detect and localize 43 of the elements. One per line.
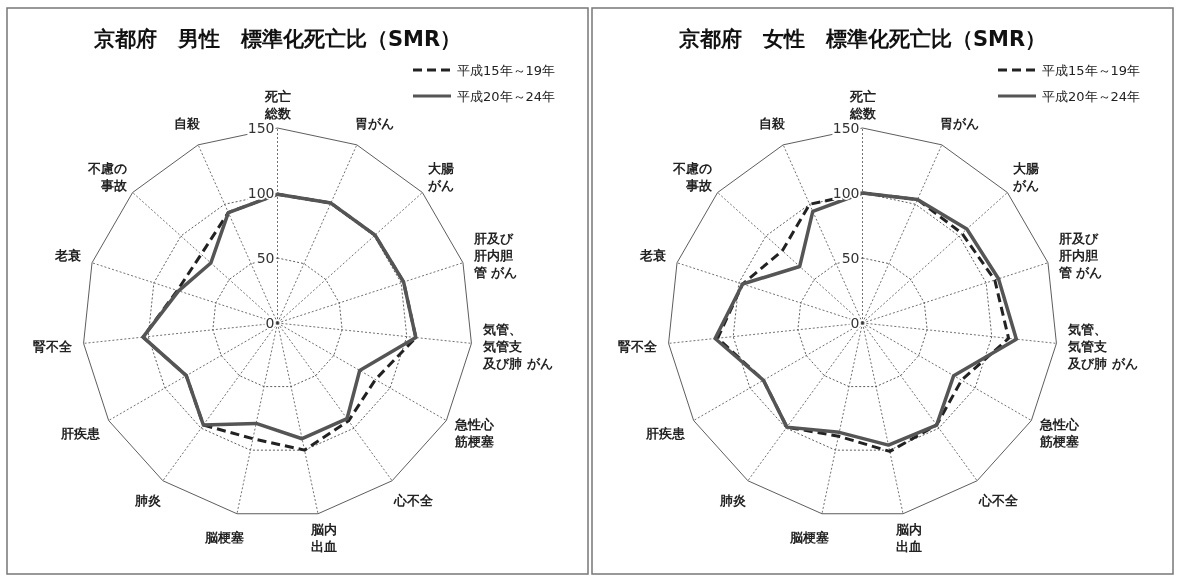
spoke-label: 急性心筋梗塞 <box>1039 417 1081 449</box>
y-tick-label: 100 <box>247 185 275 201</box>
spoke-label: 急性心筋梗塞 <box>454 417 496 449</box>
spoke-label: 胃がん <box>354 115 394 131</box>
spoke-label: 腎不全 <box>617 338 658 354</box>
spoke-label: 老衰 <box>639 248 667 264</box>
spoke-label: 肝及び肝内胆管 がん <box>1057 231 1103 281</box>
spoke-label: 気管、気管支及び肺 がん <box>1067 321 1138 371</box>
spoke-label: 肝及び肝内胆管 がん <box>472 231 518 281</box>
y-tick-label: 150 <box>832 120 860 136</box>
spoke-label: 心不全 <box>978 493 1020 509</box>
spoke-label: 脳内出血 <box>895 521 923 554</box>
spoke-label: 大腸がん <box>427 160 455 193</box>
spoke-label: 死亡総数 <box>263 88 292 121</box>
spoke-label: 肺炎 <box>133 493 161 509</box>
legend-label: 平成20年～24年 <box>457 89 556 104</box>
spoke-label: 老衰 <box>54 248 82 264</box>
spoke-label: 不慮の事故 <box>671 160 713 193</box>
y-tick-label: 150 <box>247 120 275 136</box>
spoke-label: 腎不全 <box>32 338 73 354</box>
spoke-label: 肝疾患 <box>644 425 686 441</box>
spoke-label: 不慮の事故 <box>86 160 128 193</box>
spoke-label: 脳梗塞 <box>788 530 829 546</box>
spoke-label: 胃がん <box>939 115 979 131</box>
spoke-label: 肝疾患 <box>59 425 101 441</box>
legend-label: 平成15年～19年 <box>457 63 556 78</box>
spoke-label: 肺炎 <box>718 493 746 509</box>
spoke-label: 脳内出血 <box>310 521 338 554</box>
spoke-label: 自殺 <box>174 115 202 131</box>
y-tick-label: 50 <box>256 250 275 266</box>
spoke-label: 自殺 <box>759 115 787 131</box>
y-tick-label: 0 <box>265 315 275 331</box>
y-tick-label: 0 <box>850 315 860 331</box>
spoke-label: 気管、気管支及び肺 がん <box>482 321 553 371</box>
legend-label: 平成15年～19年 <box>1042 63 1141 78</box>
spoke-label: 心不全 <box>393 493 435 509</box>
spoke-label: 脳梗塞 <box>203 530 244 546</box>
legend-label: 平成20年～24年 <box>1042 89 1141 104</box>
spoke-label: 大腸がん <box>1012 160 1040 193</box>
spoke-label: 死亡総数 <box>848 88 877 121</box>
chart-title: 京都府 女性 標準化死亡比（SMR） <box>677 27 1047 51</box>
chart-title: 京都府 男性 標準化死亡比（SMR） <box>92 27 462 51</box>
y-tick-label: 50 <box>841 250 860 266</box>
